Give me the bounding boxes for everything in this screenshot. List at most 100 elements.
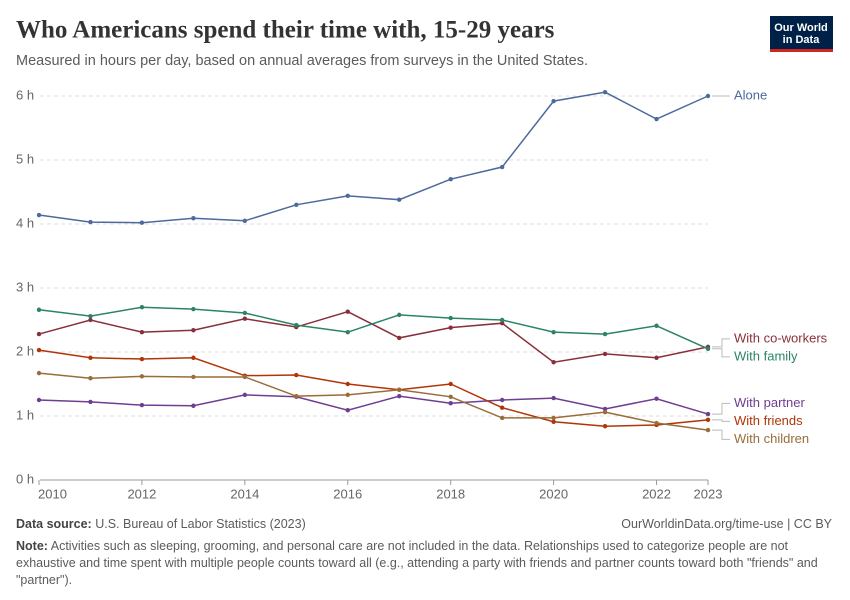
data-point: [139, 402, 145, 408]
data-point: [654, 116, 659, 122]
data-point: [191, 328, 196, 333]
data-point: [36, 212, 42, 218]
data-point: [551, 419, 556, 424]
data-point: [654, 420, 659, 426]
logo-text: in Data: [783, 34, 821, 46]
data-point: [242, 218, 248, 223]
data-point: [397, 197, 402, 202]
data-point: [602, 406, 608, 412]
x-tick-label: 2016: [333, 486, 362, 501]
data-point: [88, 313, 93, 319]
series-line: [38, 394, 709, 415]
data-point: [139, 356, 145, 362]
data-point: [602, 409, 608, 415]
data-point: [88, 399, 93, 405]
x-tick-label: 2014: [230, 486, 259, 501]
x-tick-label: 2012: [127, 486, 156, 501]
y-tick-label: 5 h: [16, 151, 34, 166]
series-line: [38, 349, 709, 427]
y-tick-label: 4 h: [16, 215, 34, 230]
y-tick-label: 3 h: [16, 279, 34, 294]
logo-bar: [770, 49, 833, 52]
data-point: [36, 307, 42, 312]
data-point: [345, 309, 350, 314]
label-connector: [712, 338, 730, 348]
series-line: [38, 91, 709, 224]
y-tick-label: 1 h: [16, 407, 34, 422]
data-point: [602, 424, 608, 429]
note: Note: Activities such as sleeping, groom…: [16, 538, 831, 589]
data-point: [499, 397, 505, 403]
data-point: [705, 411, 711, 417]
data-point: [397, 393, 402, 399]
data-point: [345, 329, 350, 335]
legend-label: With friends: [734, 413, 803, 428]
data-point: [499, 164, 505, 170]
data-point: [551, 98, 556, 104]
data-point: [294, 322, 299, 328]
data-point: [242, 310, 248, 316]
data-point: [345, 392, 350, 398]
label-connector: [712, 402, 730, 415]
note-label: Note:: [16, 539, 48, 553]
data-point: [551, 395, 556, 401]
data-point: [36, 397, 42, 403]
legend-label: With co-workers: [734, 330, 828, 345]
data-point: [345, 381, 350, 387]
data-point: [139, 220, 145, 225]
series-line: [38, 310, 709, 364]
data-point: [499, 405, 505, 410]
data-point: [345, 408, 350, 413]
source-text: U.S. Bureau of Labor Statistics (2023): [95, 517, 306, 531]
x-tick-label: 2023: [694, 486, 723, 501]
data-point: [654, 323, 659, 328]
label-connector: [712, 348, 730, 358]
data-point: [448, 394, 453, 399]
data-point: [397, 387, 402, 392]
data-point: [88, 317, 93, 323]
data-point: [345, 193, 350, 199]
data-point: [705, 346, 711, 351]
source-label: Data source:: [16, 517, 92, 531]
legend-label: With partner: [734, 395, 805, 410]
data-point: [294, 393, 299, 399]
legend-label: With family: [734, 348, 798, 363]
data-point: [294, 202, 299, 207]
data-point: [191, 403, 196, 408]
y-tick-label: 0 h: [16, 471, 34, 486]
label-connector: [712, 429, 730, 440]
y-tick-label: 6 h: [16, 87, 34, 102]
logo[interactable]: Our World in Data: [770, 16, 833, 52]
data-point: [88, 376, 93, 381]
data-point: [499, 415, 505, 421]
logo-box: [770, 16, 833, 52]
data-point: [602, 331, 608, 337]
data-point: [551, 415, 556, 421]
x-tick-label: 2022: [642, 486, 671, 501]
data-point: [448, 177, 453, 182]
data-point: [551, 360, 556, 365]
data-point: [397, 335, 402, 341]
data-point: [36, 347, 42, 353]
x-tick-label: 2010: [38, 486, 67, 501]
data-point: [551, 329, 556, 335]
data-point: [88, 219, 93, 225]
data-point: [36, 331, 42, 337]
data-point: [88, 355, 93, 360]
data-point: [242, 316, 248, 321]
data-point: [397, 312, 402, 318]
data-point: [499, 317, 505, 323]
url[interactable]: OurWorldinData.org/time-use | CC BY: [621, 517, 832, 531]
x-tick-label: 2018: [436, 486, 465, 501]
data-point: [448, 325, 453, 330]
data-point: [191, 306, 196, 312]
logo-text: Our World: [774, 22, 828, 34]
legend-label: With children: [734, 431, 809, 446]
data-point: [499, 321, 505, 326]
data-point: [705, 93, 711, 99]
data-point: [705, 427, 711, 433]
data-point: [191, 374, 196, 380]
label-connector: [712, 419, 730, 422]
data-point: [36, 370, 42, 376]
source: Data source: U.S. Bureau of Labor Statis…: [16, 516, 306, 533]
